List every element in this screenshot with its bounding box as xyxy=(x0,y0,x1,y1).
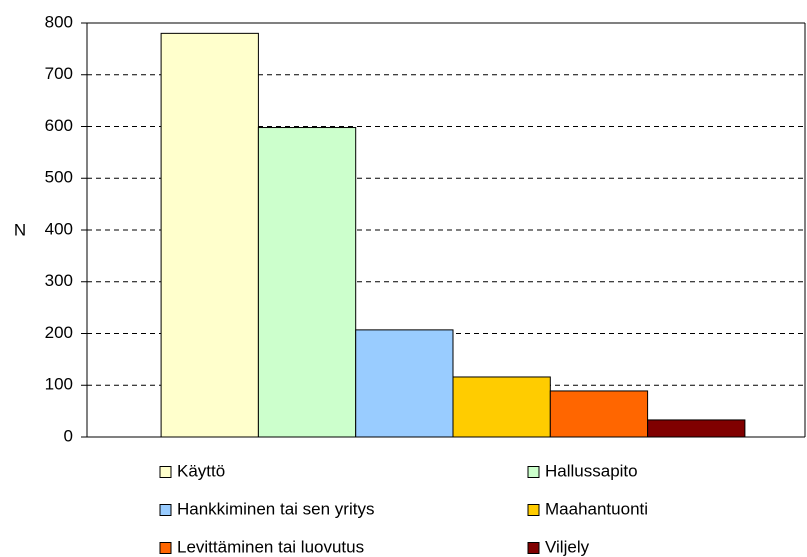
y-tick-label: 700 xyxy=(45,64,73,83)
y-axis-label: N xyxy=(14,220,26,239)
y-tick-label: 400 xyxy=(45,219,73,238)
bar xyxy=(160,32,259,438)
bar xyxy=(452,376,551,438)
legend-label: Hankkiminen tai sen yritys xyxy=(177,499,374,518)
y-tick-label: 100 xyxy=(45,375,73,394)
legend-label: Viljely xyxy=(545,537,590,556)
bar xyxy=(257,127,357,438)
y-tick-label: 200 xyxy=(45,323,73,342)
y-tick-label: 300 xyxy=(45,271,73,290)
y-tick-label: 0 xyxy=(64,426,73,445)
legend-swatch xyxy=(527,542,540,554)
legend-swatch xyxy=(159,504,172,516)
bar xyxy=(549,390,649,438)
y-tick-label: 600 xyxy=(45,116,73,135)
legend-label: Hallussapito xyxy=(545,461,638,480)
y-tick-label: 800 xyxy=(45,12,73,31)
legend-label: Käyttö xyxy=(177,461,225,480)
legend-label: Levittäminen tai luovutus xyxy=(177,537,364,556)
legend-swatch xyxy=(527,504,540,516)
legend-label: Maahantuonti xyxy=(545,499,648,518)
bar xyxy=(647,419,746,438)
legend-swatch xyxy=(159,466,172,478)
y-tick-label: 500 xyxy=(45,168,73,187)
bar xyxy=(355,329,454,438)
legend-swatch xyxy=(527,466,540,478)
legend-swatch xyxy=(159,542,172,554)
